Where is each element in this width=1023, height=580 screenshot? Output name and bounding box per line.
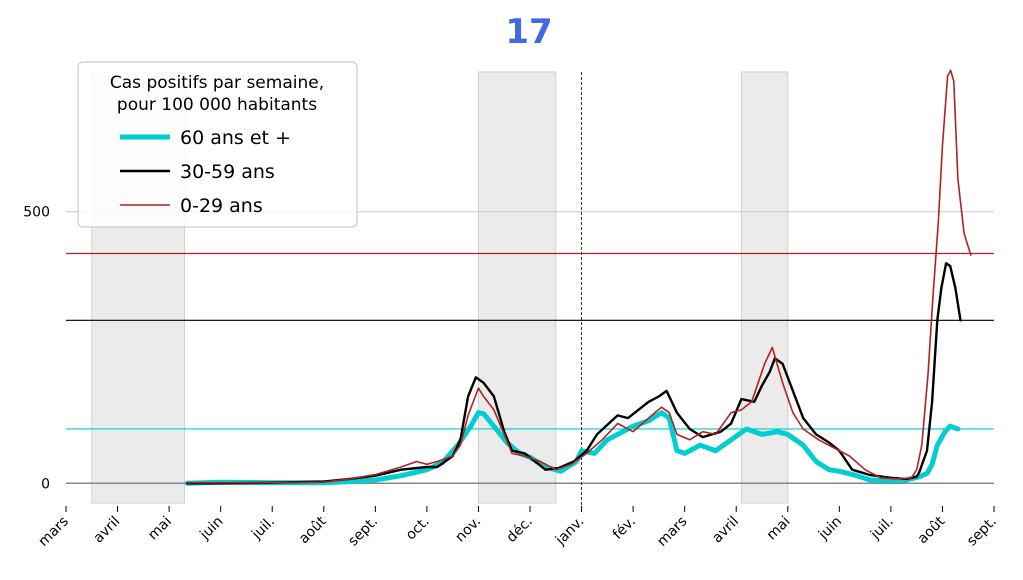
x-tick-label-5: août (296, 513, 330, 547)
x-tick-label-15: juin (815, 514, 845, 544)
x-tick-label-4: juil. (248, 514, 278, 544)
x-tick-label-18: sept. (964, 514, 1000, 550)
x-tick-label-10: janv. (552, 514, 587, 549)
x-tick-label-17: août (915, 513, 949, 547)
x-tick-label-6: sept. (345, 514, 381, 550)
x-tick-label-11: fév. (610, 514, 639, 543)
x-tick-label-3: juin (196, 514, 226, 544)
chart-title: 17 (505, 12, 552, 52)
x-tick-label-1: avril (91, 514, 124, 547)
y-axis: 0 500 (23, 205, 50, 493)
legend-items: 60 ans et + 30-59 ans 0-29 ans (120, 127, 291, 217)
x-tick-label-13: avril (709, 514, 742, 547)
legend-title-line-1: Cas positifs par semaine, (110, 73, 324, 93)
reference-lines (66, 252, 994, 430)
series-line-2 (186, 69, 972, 484)
legend-label-0: 60 ans et + (180, 127, 291, 149)
y-tick-label-1: 500 (23, 205, 50, 221)
series-lines (184, 69, 972, 486)
legend-title-line-2: pour 100 000 habitants (117, 95, 317, 115)
y-tick-label-0: 0 (41, 476, 50, 492)
series-line-1 (186, 262, 962, 485)
x-tick-label-16: juil. (867, 514, 897, 544)
legend-box (77, 61, 358, 228)
x-tick-label-7: oct. (403, 514, 433, 544)
shaded-period-1 (477, 71, 557, 504)
x-tick-label-9: déc. (504, 514, 536, 546)
x-tick-label-14: mai (764, 514, 794, 544)
x-tick-label-0: mars (36, 514, 72, 550)
x-tick-label-8: nov. (452, 514, 484, 546)
x-axis: mars avril mai juin juil. août sept. oct. nov. dé… (36, 506, 1000, 550)
legend-label-1: 30-59 ans (180, 161, 275, 183)
x-tick-label-12: mars (654, 514, 690, 550)
legend-label-2: 0-29 ans (180, 195, 263, 217)
x-tick-label-2: mai (145, 514, 175, 544)
legend: Cas positifs par semaine, pour 100 000 h… (77, 61, 358, 228)
shaded-period-2 (740, 71, 789, 504)
series-line-0 (184, 410, 961, 486)
